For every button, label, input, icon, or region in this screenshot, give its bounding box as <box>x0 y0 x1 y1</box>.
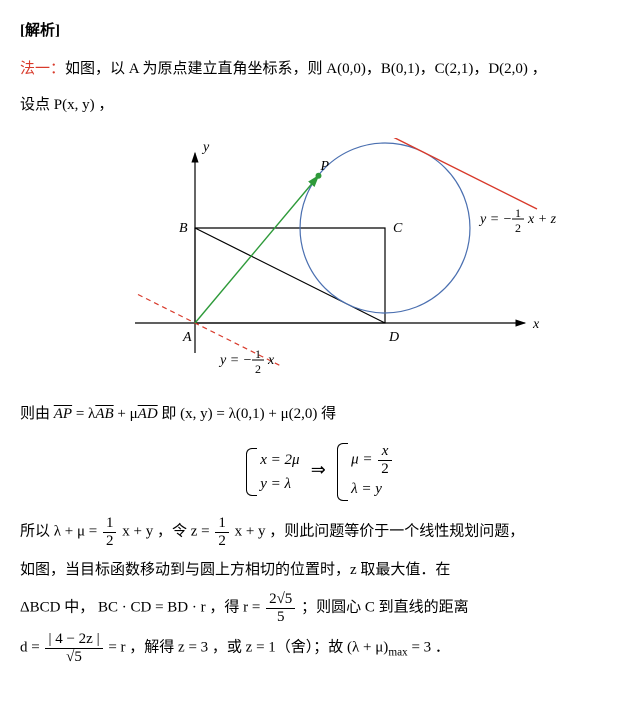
sys1-row2: y = λ <box>260 472 299 496</box>
paragraph-3: 则由 AP = λAB + μAD 即 (x, y) = λ(0,1) + μ(… <box>20 399 620 429</box>
line6a: ΔBCD 中， BC · CD = BD · r ，得 r = <box>20 599 264 615</box>
svg-text:2: 2 <box>515 221 521 235</box>
line1-text: 如图，以 A 为原点建立直角坐标系，则 A(0,0)，B(0,1)，C(2,1)… <box>65 61 547 77</box>
svg-text:P: P <box>320 159 330 174</box>
system-equation: x = 2μ y = λ ⇒ μ = x2 λ = y <box>20 443 620 501</box>
vec-ap: AP <box>54 406 72 422</box>
sys2-row1: μ = x2 <box>351 443 394 477</box>
paragraph-4: 所以 λ + μ = 12 x + y ，令 z = 12 x + y ，则此问… <box>20 515 620 549</box>
svg-text:1: 1 <box>515 206 521 220</box>
svg-text:B: B <box>179 221 188 236</box>
paragraph-1: 法一：如图，以 A 为原点建立直角坐标系，则 A(0,0)，B(0,1)，C(2… <box>20 54 620 84</box>
paragraph-6: ΔBCD 中， BC · CD = BD · r ，得 r = 2√55 ；则圆… <box>20 591 620 625</box>
svg-text:x: x <box>532 317 540 332</box>
sys1-row1: x = 2μ <box>260 448 299 472</box>
sys2-row2: λ = y <box>351 477 394 501</box>
line3-pre: 则由 <box>20 406 54 422</box>
sub-max: max <box>388 646 407 658</box>
geometry-diagram: xyABCDPy = −12 xy = −12 x + z <box>20 138 620 389</box>
line4b: x + y ，令 z = <box>118 523 213 539</box>
svg-text:C: C <box>393 221 403 236</box>
system-1: x = 2μ y = λ <box>246 448 299 496</box>
line4c: x + y ，则此问题等价于一个线性规划问题， <box>231 523 524 539</box>
system-2: μ = x2 λ = y <box>337 443 394 501</box>
svg-text:y: y <box>201 140 210 155</box>
line3-mid: 即 (x, y) = λ(0,1) + μ(2,0) 得 <box>158 406 336 422</box>
svg-text:A: A <box>182 330 192 345</box>
svg-text:y = −: y = − <box>478 212 512 227</box>
svg-text:1: 1 <box>255 347 261 361</box>
svg-text:y = −: y = − <box>218 353 252 368</box>
method-label: 法一： <box>20 61 65 77</box>
paragraph-7: d = | 4 − 2z |√5 = r ，解得 z = 3 ，或 z = 1（… <box>20 631 620 665</box>
svg-text:D: D <box>388 330 399 345</box>
eq-mu: + μ <box>114 406 138 422</box>
paragraph-5: 如图，当目标函数移动到与圆上方相切的位置时，z 取最大值．在 <box>20 555 620 585</box>
line7c: = 3 ． <box>408 639 450 655</box>
line4a: 所以 λ + μ = <box>20 523 101 539</box>
heading: [解析] <box>20 16 620 46</box>
paragraph-2: 设点 P(x, y) ， <box>20 90 620 120</box>
line6b: ；则圆心 C 到直线的距离 <box>297 599 468 615</box>
line7a: d = <box>20 639 43 655</box>
svg-text:x: x <box>267 353 275 368</box>
arrow-implies: ⇒ <box>311 459 326 479</box>
eq-lambda: = λ <box>72 406 95 422</box>
line7b: = r ，解得 z = 3 ，或 z = 1（舍）；故 (λ + μ) <box>105 639 389 655</box>
vec-ad: AD <box>138 406 158 422</box>
svg-text:x + z: x + z <box>527 212 557 227</box>
svg-text:2: 2 <box>255 362 261 376</box>
vec-ab: AB <box>95 406 113 422</box>
